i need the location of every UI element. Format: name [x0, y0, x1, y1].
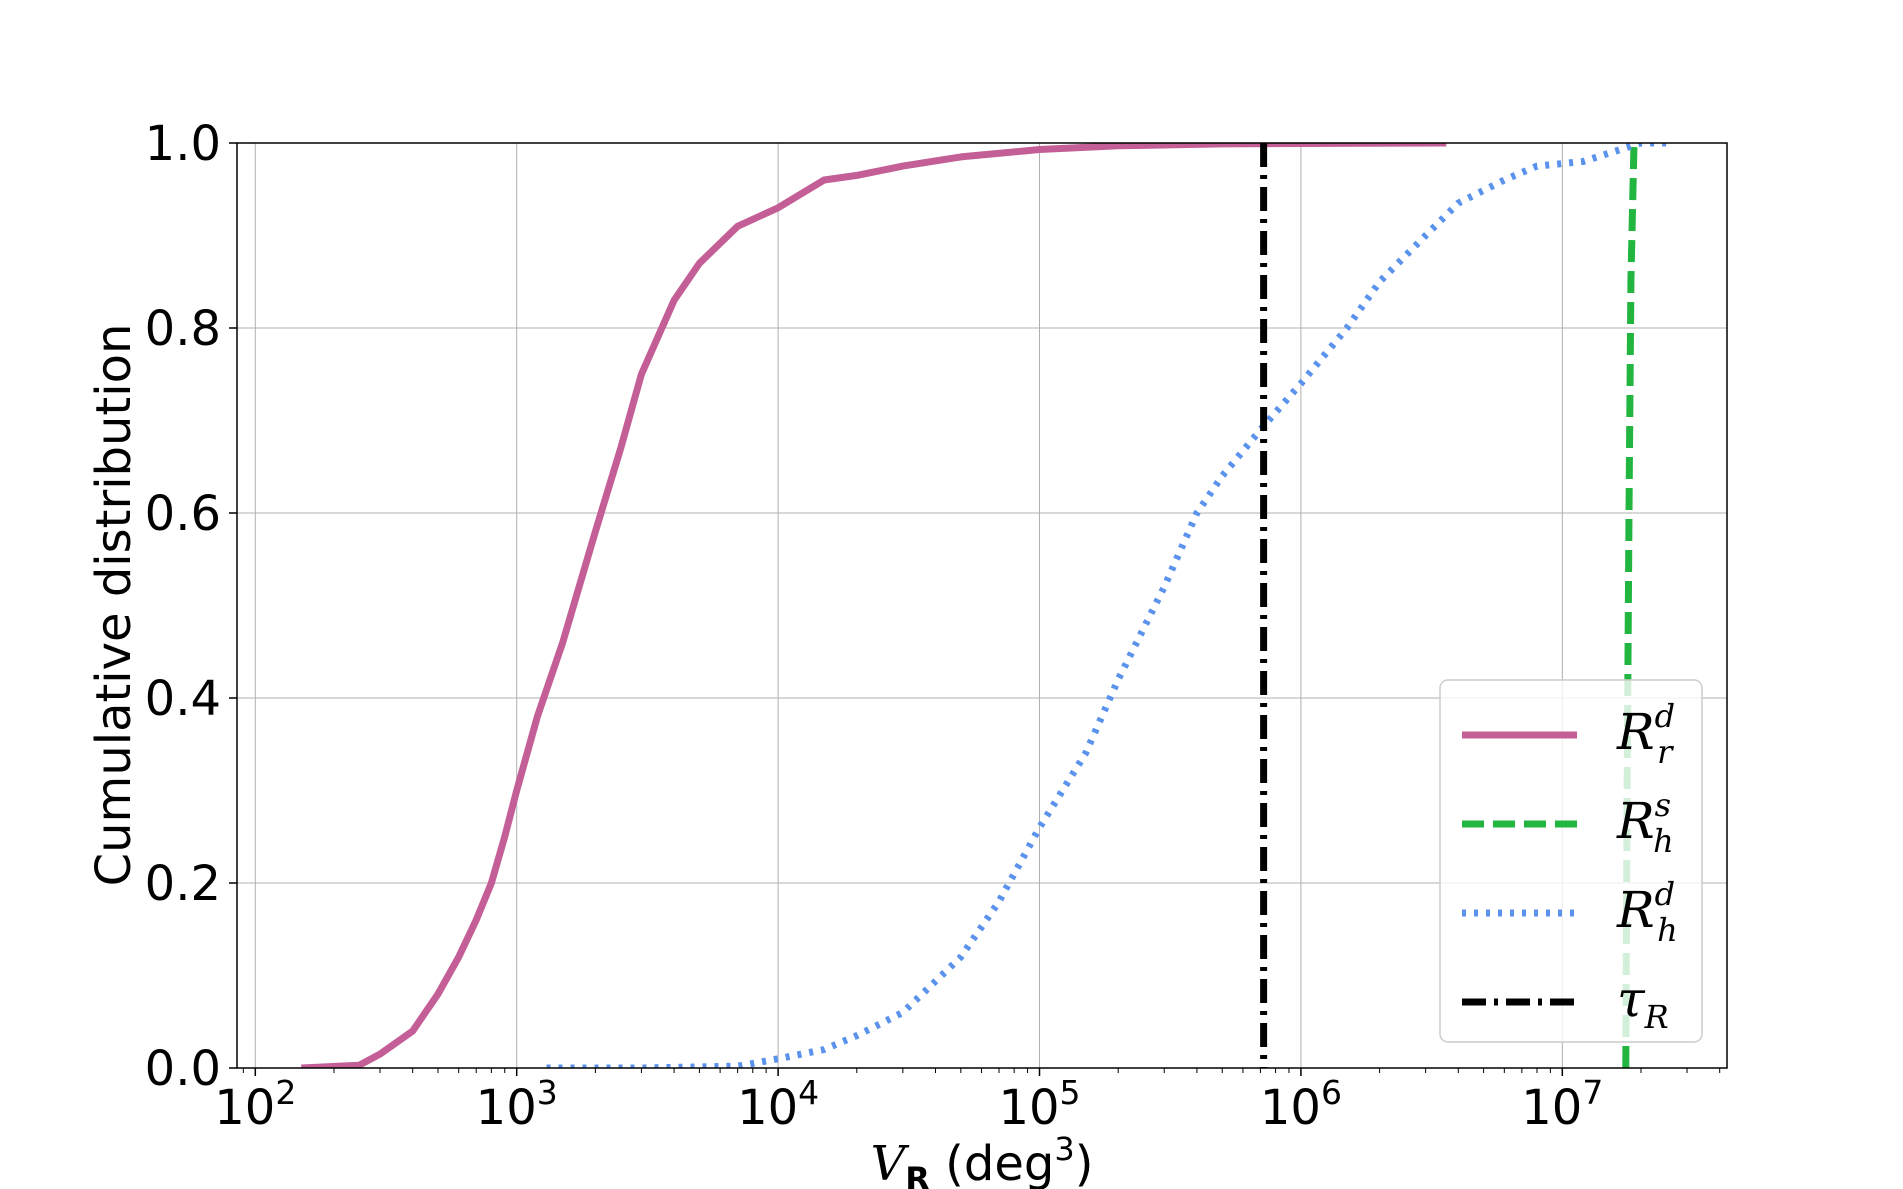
y-tick-label: 0.2	[145, 856, 221, 912]
legend-label-rhs: Rs h	[1616, 786, 1674, 860]
y-tick-label: 1.0	[145, 116, 221, 172]
y-tick-labels: 0.0 0.2 0.4 0.6 0.8 1.0	[145, 116, 221, 1097]
axis-ticks	[229, 142, 1721, 1076]
x-tick-labels: 102 103 104 105 106 107	[214, 1073, 1603, 1136]
legend-frame	[1439, 679, 1703, 1043]
y-axis-title: Cumulative distribution	[86, 324, 142, 887]
x-tick-label: 107	[1521, 1073, 1603, 1136]
x-axis-title: VR (deg3)	[871, 1130, 1094, 1189]
x-tick-label: 104	[737, 1073, 819, 1136]
x-tick-label: 105	[998, 1073, 1080, 1136]
y-tick-label: 0.6	[145, 486, 221, 542]
x-tick-label: 106	[1260, 1073, 1342, 1136]
y-tick-label: 0.0	[145, 1041, 221, 1097]
y-tick-label: 0.4	[145, 671, 221, 727]
series-rrd-line	[301, 143, 1447, 1068]
series-layer	[301, 143, 1667, 1068]
x-tick-label: 102	[214, 1073, 296, 1136]
legend-label-rrd: Rd r	[1616, 697, 1675, 771]
legend: Rd r Rs h Rd h τR	[1439, 679, 1703, 1043]
y-tick-label: 0.8	[145, 301, 221, 357]
x-tick-label: 103	[476, 1073, 558, 1136]
legend-label-rhd: Rd h	[1616, 875, 1678, 949]
legend-label-tau: τR	[1617, 970, 1669, 1036]
